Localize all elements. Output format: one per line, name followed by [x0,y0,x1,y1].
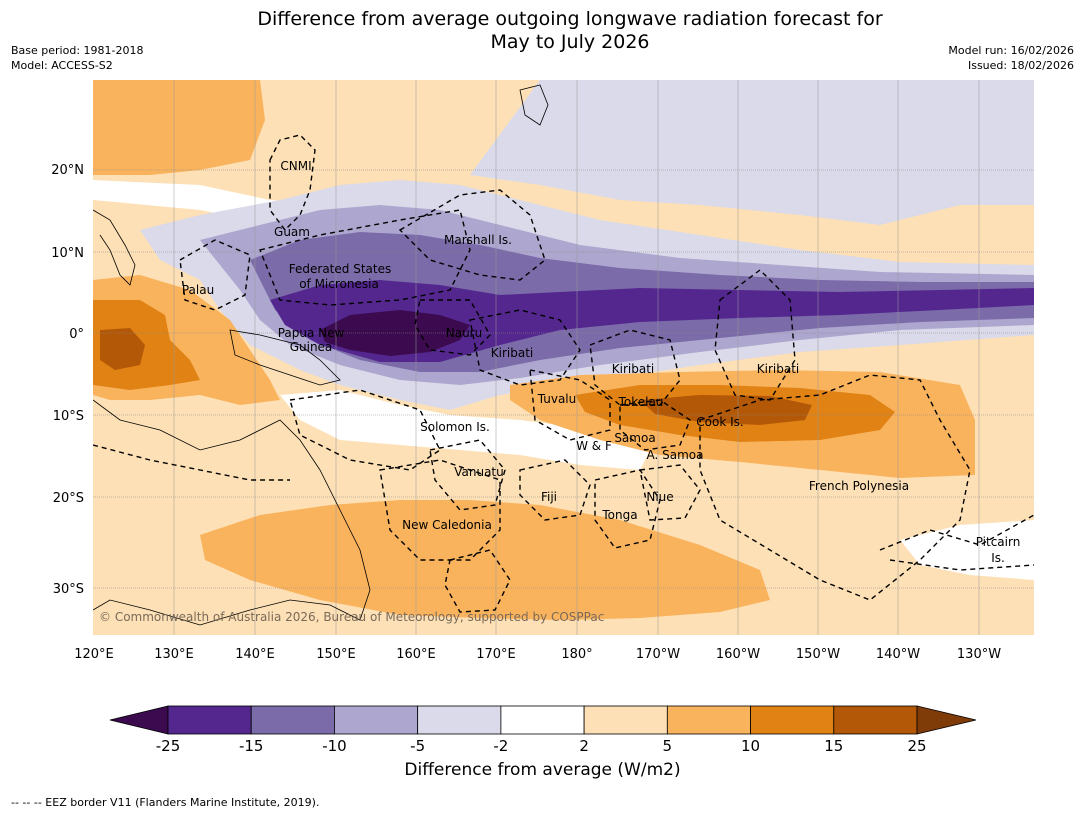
colorbar-segment [750,705,835,735]
label-marshall: Marshall Is. [444,233,512,247]
lat-axis: 20°N 10°N 0° 10°S 20°S 30°S [51,163,84,597]
lon-label: 120°E [74,647,114,662]
map-area [93,80,1034,635]
label-fsm-1: Federated States [289,262,391,276]
copyright-text: © Commonwealth of Australia 2026, Bureau… [99,610,604,624]
lon-axis: 120°E 130°E 140°E 150°E 160°E 170°E 180°… [74,647,1001,662]
label-samoa: Samoa [614,431,655,445]
map-title: Difference from average outgoing longwav… [0,8,1085,54]
colorbar: -25 -15 -10 -5 -2 2 5 10 15 25 [109,705,977,755]
lat-label: 20°N [51,163,84,178]
colorbar-tick-label: 25 [907,737,926,755]
model-name: Model: ACCESS-S2 [11,59,113,72]
colorbar-tick-label: 15 [824,737,843,755]
label-nauru: Nauru [446,326,482,340]
model-run: Model run: 16/02/2026 [948,44,1074,57]
label-fiji: Fiji [541,490,557,504]
lon-label: 160°E [396,647,436,662]
colorbar-tick-label: 10 [741,737,760,755]
colorbar-segment [417,705,502,735]
lon-label: 150°E [316,647,356,662]
meridians [173,80,980,635]
brown-central [640,395,812,425]
label-png-2: Guinea [290,340,333,354]
label-pitcairn-1: Pitcairn [976,535,1021,549]
label-cnmi: CNMI [280,159,311,173]
label-tonga: Tonga [601,508,637,522]
lat-label: 0° [69,327,84,342]
colorbar-segment [833,705,918,735]
label-kiribati-w: Kiribati [491,346,533,360]
label-asamoa: A. Samoa [647,448,704,462]
eez-footnote: -- -- -- EEZ border V11 (Flanders Marine… [11,796,320,809]
lat-label: 20°S [53,491,84,506]
title-line-1: Difference from average outgoing longwav… [257,8,883,30]
white-southeast [900,520,1034,580]
label-fsm-2: of Micronesia [299,277,379,291]
label-tuvalu: Tuvalu [537,392,577,406]
place-labels: CNMI Guam Marshall Is. Federated States … [182,159,1020,565]
label-solomon: Solomon Is. [420,420,490,434]
colorbar-segment [500,705,585,735]
lon-label: 150°W [796,647,840,662]
colorbar-arrow-low [109,705,169,735]
brown-west [100,328,145,370]
label-guam: Guam [274,225,310,239]
colorbar-tick-label: 2 [579,737,589,755]
label-cook: Cook Is. [696,415,743,429]
label-kiribati-e: Kiribati [757,362,799,376]
label-french-polynesia: French Polynesia [809,479,909,493]
label-new-caledonia: New Caledonia [402,518,492,532]
label-tokelau: Tokelau [618,395,664,409]
lon-label: 130°W [957,647,1001,662]
meta-left: Base period: 1981-2018 Model: ACCESS-S2 [11,43,143,73]
lon-label: 130°E [154,647,194,662]
lon-label: 140°E [235,647,275,662]
lon-label: 180° [561,647,592,662]
lat-label: 10°N [51,246,84,261]
colorbar-segment [334,705,419,735]
title-line-2: May to July 2026 [490,31,650,53]
orange-northwest [93,80,265,175]
label-pitcairn-2: Is. [991,551,1005,565]
base-period: Base period: 1981-2018 [11,44,144,57]
label-palau: Palau [182,283,214,297]
lat-label: 10°S [53,409,84,424]
label-png-1: Papua New [278,326,345,340]
colorbar-arrow-high [916,705,977,735]
label-vanuatu: Vanuatu [454,465,504,479]
label-niue: Niue [646,490,673,504]
colorbar-segment [250,705,335,735]
coastlines [93,84,549,626]
lon-label: 170°E [476,647,516,662]
colorbar-title: Difference from average (W/m2) [404,760,681,780]
meta-right: Model run: 16/02/2026 Issued: 18/02/2026 [948,43,1074,73]
colorbar-tick-label: -10 [322,737,347,755]
issued-date: Issued: 18/02/2026 [967,59,1074,72]
lavender-ne [470,80,1034,225]
colorbar-tick-label: 5 [663,737,673,755]
colorbar-tick-label: -15 [239,737,264,755]
lon-label: 170°W [636,647,680,662]
lat-label: 30°S [53,582,84,597]
colorbar-segment [583,705,668,735]
eez-borders [93,134,1034,613]
white-band-south [280,390,650,470]
colorbar-segment [666,705,751,735]
colorbar-segment [167,705,252,735]
colorbar-tick-label: -2 [493,737,508,755]
label-kiribati-c: Kiribati [612,362,654,376]
orange-south [200,500,770,620]
label-wf: W & F [576,439,612,453]
colorbar-tick-label: -5 [410,737,425,755]
lon-label: 160°W [716,647,760,662]
lon-label: 140°W [876,647,920,662]
colorbar-tick-label: -25 [156,737,181,755]
